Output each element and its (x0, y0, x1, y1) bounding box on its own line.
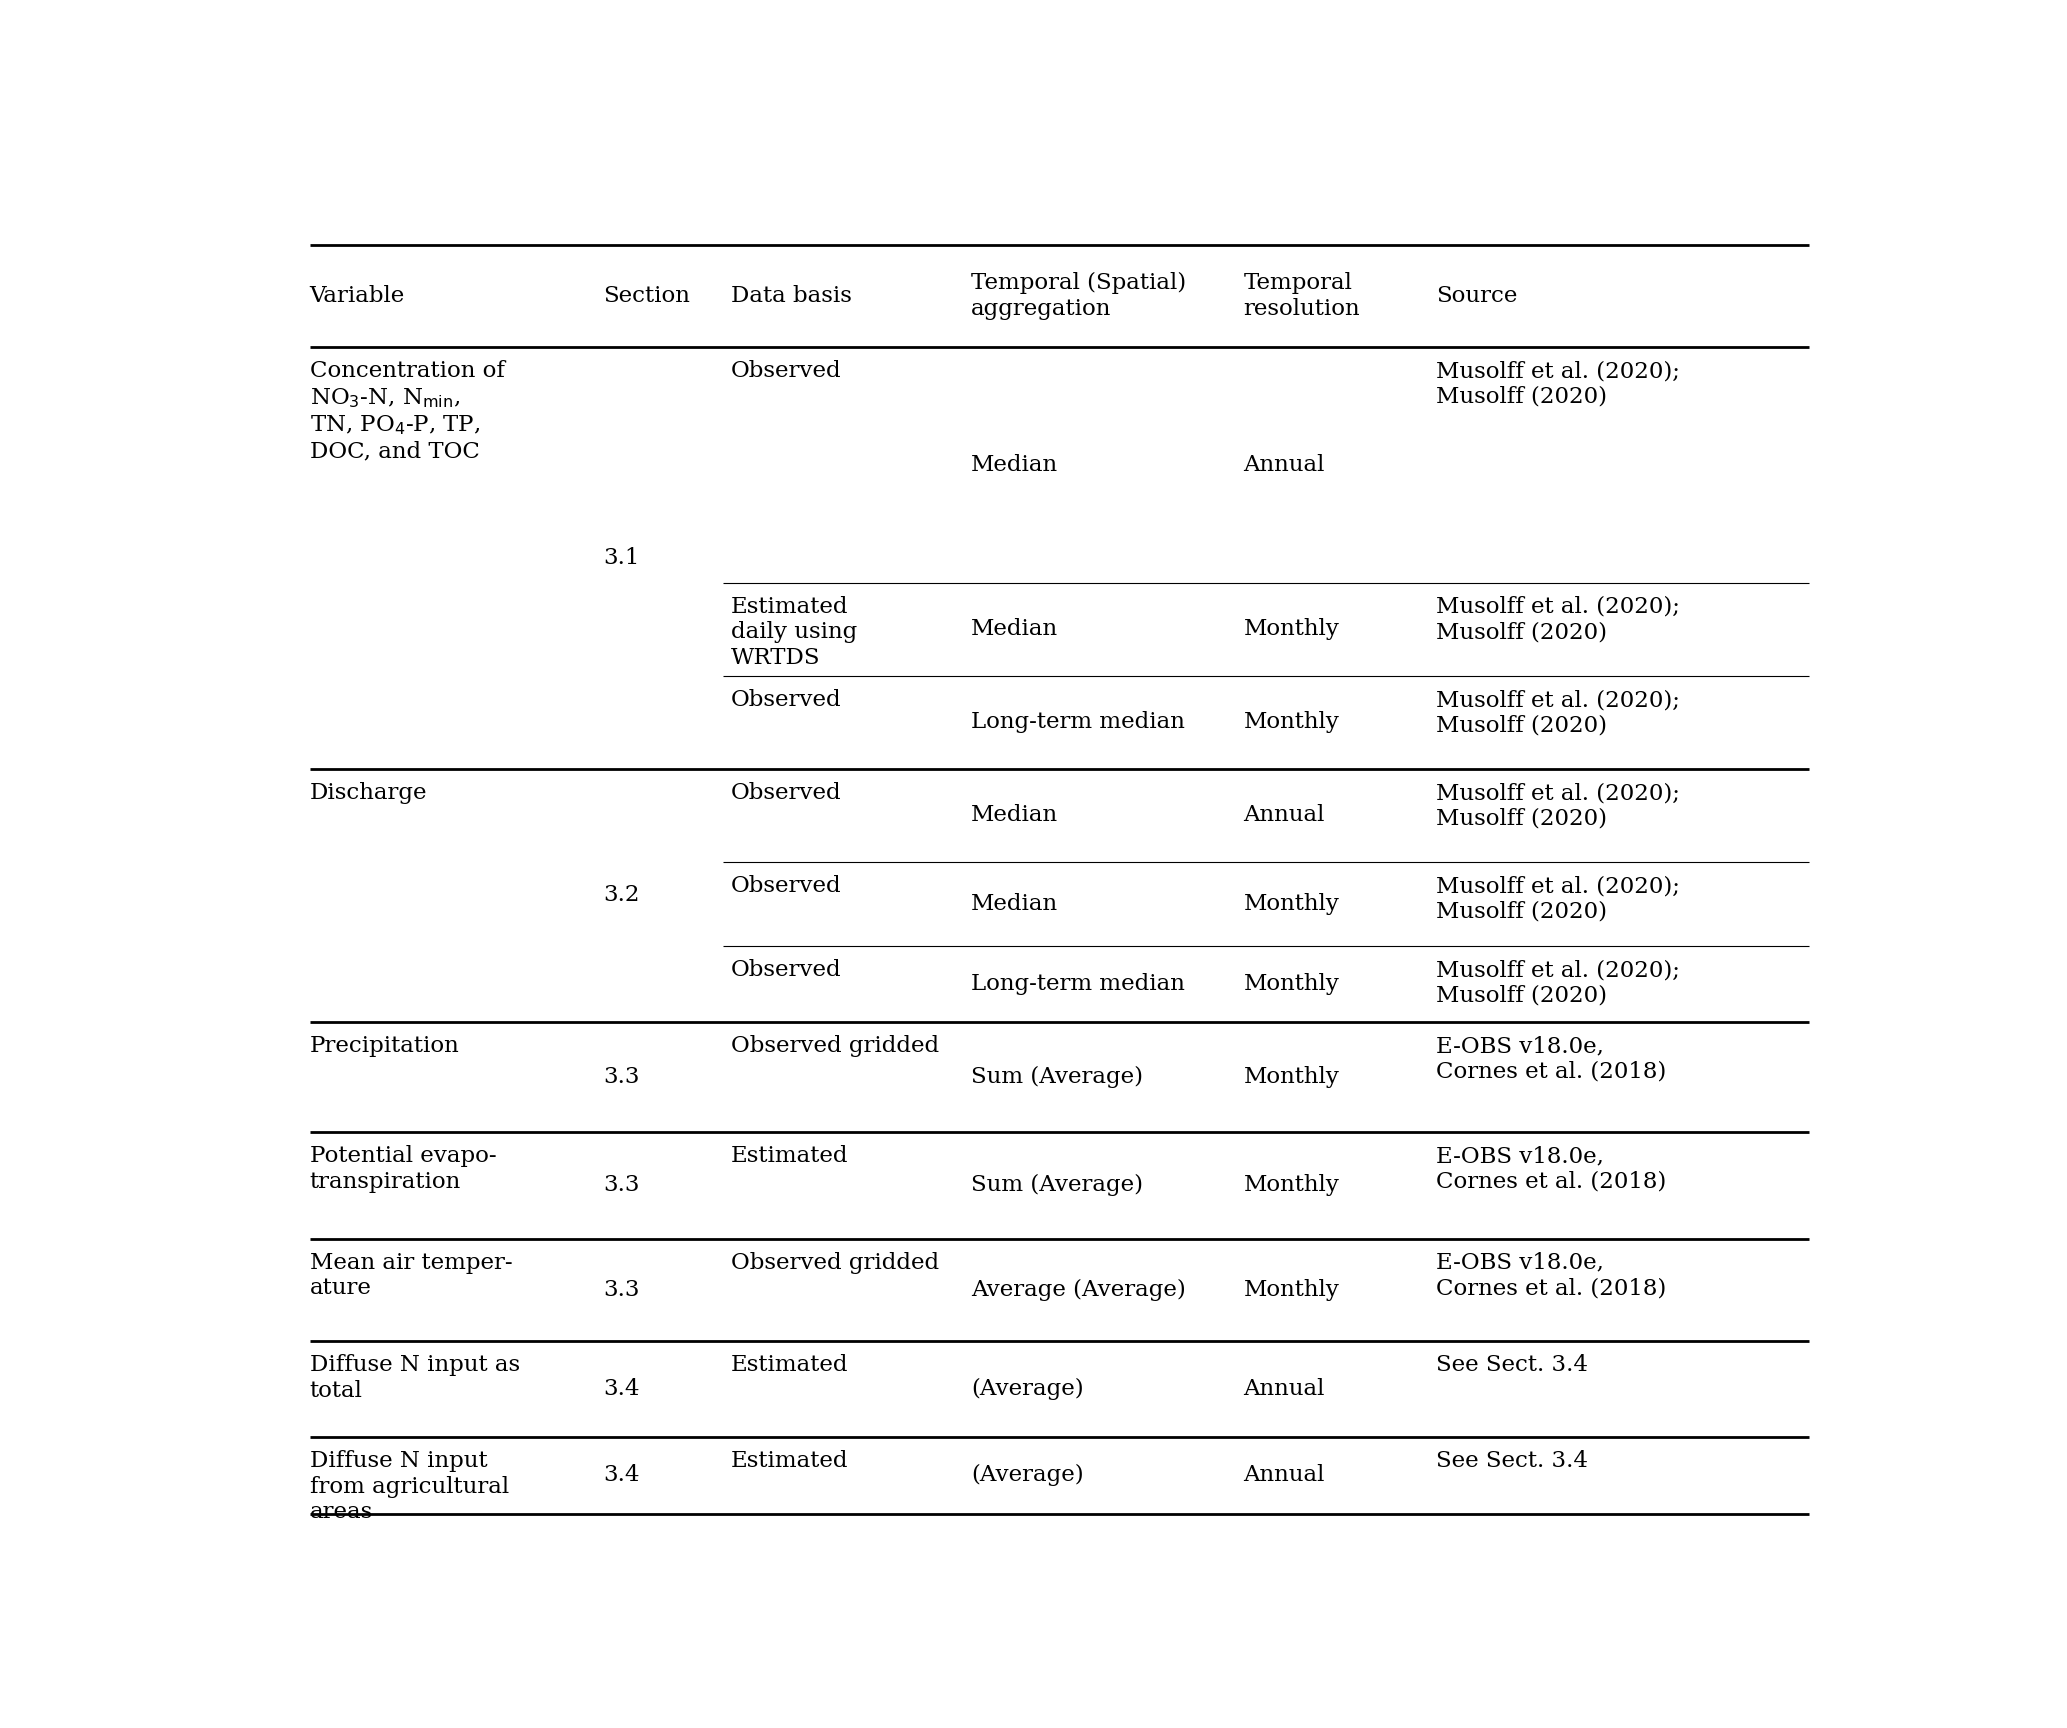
Text: Observed: Observed (732, 689, 841, 710)
Text: Musolff et al. (2020);
Musolff (2020): Musolff et al. (2020); Musolff (2020) (1437, 596, 1680, 643)
Text: 3.4: 3.4 (604, 1377, 639, 1400)
Text: 3.1: 3.1 (604, 548, 639, 569)
Text: Concentration of
NO$_3$-N, N$_{\mathrm{min}}$,
TN, PO$_4$-P, TP,
DOC, and TOC: Concentration of NO$_3$-N, N$_{\mathrm{m… (310, 361, 504, 463)
Text: Musolff et al. (2020);
Musolff (2020): Musolff et al. (2020); Musolff (2020) (1437, 689, 1680, 736)
Text: Section: Section (604, 285, 690, 308)
Text: 3.3: 3.3 (604, 1279, 639, 1301)
Text: Discharge: Discharge (310, 783, 428, 804)
Text: Annual: Annual (1244, 805, 1325, 826)
Text: Observed gridded: Observed gridded (732, 1251, 938, 1274)
Text: See Sect. 3.4: See Sect. 3.4 (1437, 1450, 1587, 1472)
Text: Monthly: Monthly (1244, 619, 1339, 639)
Text: Sum (Average): Sum (Average) (971, 1066, 1143, 1089)
Text: Sum (Average): Sum (Average) (971, 1175, 1143, 1196)
Text: Temporal (Spatial)
aggregation: Temporal (Spatial) aggregation (971, 271, 1186, 320)
Text: Observed: Observed (732, 876, 841, 897)
Text: Source: Source (1437, 285, 1517, 308)
Text: Long-term median: Long-term median (971, 973, 1184, 995)
Text: Observed gridded: Observed gridded (732, 1035, 938, 1058)
Text: Diffuse N input as
total: Diffuse N input as total (310, 1355, 519, 1401)
Text: Monthly: Monthly (1244, 1066, 1339, 1089)
Text: 3.2: 3.2 (604, 885, 639, 905)
Text: 3.4: 3.4 (604, 1464, 639, 1486)
Text: Observed: Observed (732, 361, 841, 382)
Text: Data basis: Data basis (732, 285, 852, 308)
Text: 3.3: 3.3 (604, 1066, 639, 1089)
Text: Musolff et al. (2020);
Musolff (2020): Musolff et al. (2020); Musolff (2020) (1437, 361, 1680, 408)
Text: 3.3: 3.3 (604, 1175, 639, 1196)
Text: Diffuse N input
from agricultural
areas: Diffuse N input from agricultural areas (310, 1450, 508, 1522)
Text: Monthly: Monthly (1244, 1279, 1339, 1301)
Text: Estimated: Estimated (732, 1355, 847, 1375)
Text: Median: Median (971, 893, 1058, 914)
Text: Musolff et al. (2020);
Musolff (2020): Musolff et al. (2020); Musolff (2020) (1437, 959, 1680, 1006)
Text: Monthly: Monthly (1244, 893, 1339, 914)
Text: Precipitation: Precipitation (310, 1035, 459, 1058)
Text: Estimated: Estimated (732, 1146, 847, 1168)
Text: Median: Median (971, 805, 1058, 826)
Text: Median: Median (971, 454, 1058, 475)
Text: See Sect. 3.4: See Sect. 3.4 (1437, 1355, 1587, 1375)
Text: Long-term median: Long-term median (971, 712, 1184, 733)
Text: E-OBS v18.0e,
Cornes et al. (2018): E-OBS v18.0e, Cornes et al. (2018) (1437, 1146, 1666, 1192)
Text: Temporal
resolution: Temporal resolution (1244, 271, 1360, 320)
Text: Musolff et al. (2020);
Musolff (2020): Musolff et al. (2020); Musolff (2020) (1437, 876, 1680, 923)
Text: E-OBS v18.0e,
Cornes et al. (2018): E-OBS v18.0e, Cornes et al. (2018) (1437, 1251, 1666, 1299)
Text: Median: Median (971, 619, 1058, 639)
Text: Musolff et al. (2020);
Musolff (2020): Musolff et al. (2020); Musolff (2020) (1437, 783, 1680, 829)
Text: Variable: Variable (310, 285, 405, 308)
Text: (Average): (Average) (971, 1464, 1083, 1486)
Text: Monthly: Monthly (1244, 712, 1339, 733)
Text: Estimated: Estimated (732, 1450, 847, 1472)
Text: Annual: Annual (1244, 454, 1325, 475)
Text: (Average): (Average) (971, 1377, 1083, 1400)
Text: E-OBS v18.0e,
Cornes et al. (2018): E-OBS v18.0e, Cornes et al. (2018) (1437, 1035, 1666, 1082)
Text: Estimated
daily using
WRTDS: Estimated daily using WRTDS (732, 596, 858, 669)
Text: Observed: Observed (732, 783, 841, 804)
Text: Annual: Annual (1244, 1464, 1325, 1486)
Text: Annual: Annual (1244, 1377, 1325, 1400)
Text: Monthly: Monthly (1244, 973, 1339, 995)
Text: Observed: Observed (732, 959, 841, 982)
Text: Mean air temper-
ature: Mean air temper- ature (310, 1251, 513, 1299)
Text: Monthly: Monthly (1244, 1175, 1339, 1196)
Text: Average (Average): Average (Average) (971, 1279, 1186, 1301)
Text: Potential evapo-
transpiration: Potential evapo- transpiration (310, 1146, 496, 1192)
